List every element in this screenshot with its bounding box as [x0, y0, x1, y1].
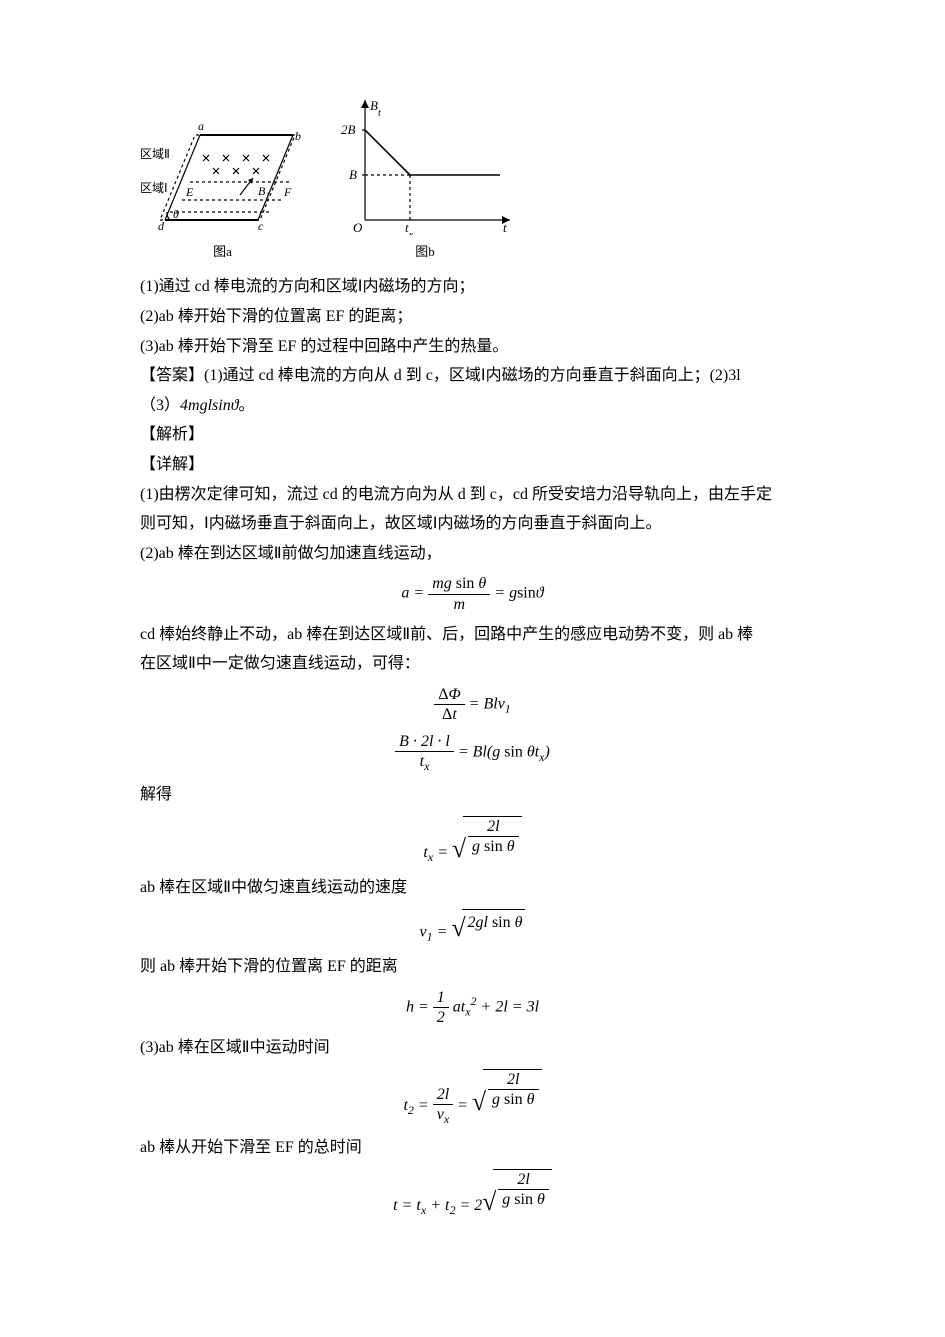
figure-a-caption: 图a	[140, 242, 305, 263]
eq-phi: ΔΦΔt = Blv1	[140, 685, 805, 724]
figure-b-svg: Bt 2B B O tx t	[335, 100, 515, 235]
answer-3-suffix: 。	[239, 397, 255, 414]
answer-3-prefix: （3）	[140, 397, 180, 414]
svg-text:t: t	[503, 220, 507, 235]
eq-h: h = 12 atx2 + 2l = 3l	[140, 988, 805, 1027]
figures-row: 区域Ⅱ 区域Ⅰ a b d c E F B₁ θ 图a	[140, 100, 805, 262]
detail-2: (2)ab 棒在到达区域Ⅱ前做匀加速直线运动，	[140, 541, 805, 567]
svg-text:B₁: B₁	[258, 184, 270, 198]
detail-3a: cd 棒始终静止不动，ab 棒在到达区域Ⅱ前、后，回路中产生的感应电动势不变，则…	[140, 622, 805, 648]
svg-text:区域Ⅰ: 区域Ⅰ	[140, 181, 168, 195]
figure-a-container: 区域Ⅱ 区域Ⅰ a b d c E F B₁ θ 图a	[140, 100, 305, 262]
svg-text:b: b	[295, 129, 301, 143]
jiede: 解得	[140, 782, 805, 808]
question-2: (2)ab 棒开始下滑的位置离 EF 的距离；	[140, 304, 805, 330]
detail-1a: (1)由楞次定律可知，流过 cd 的电流方向为从 d 到 c，cd 所受安培力沿…	[140, 482, 805, 508]
detail-6: (3)ab 棒在区域Ⅱ中运动时间	[140, 1035, 805, 1061]
svg-text:区域Ⅱ: 区域Ⅱ	[140, 147, 170, 161]
detail-1b: 则可知，Ⅰ内磁场垂直于斜面向上，故区域Ⅰ内磁场的方向垂直于斜面向上。	[140, 511, 805, 537]
svg-text:F: F	[283, 185, 292, 199]
svg-text:E: E	[185, 185, 194, 199]
figure-b-caption: 图b	[335, 242, 515, 263]
question-3: (3)ab 棒开始下滑至 EF 的过程中回路中产生的热量。	[140, 334, 805, 360]
answer-line-1: 【答案】(1)通过 cd 棒电流的方向从 d 到 c，区域Ⅰ内磁场的方向垂直于斜…	[140, 363, 805, 389]
svg-text:tx: tx	[405, 220, 414, 235]
svg-text:a: a	[198, 119, 204, 133]
xiangjie-head: 【详解】	[140, 452, 805, 478]
eq-t2: t2 = 2lvx = √2lg sin θ	[140, 1069, 805, 1127]
figure-a-svg: 区域Ⅱ 区域Ⅰ a b d c E F B₁ θ	[140, 100, 305, 235]
svg-text:B: B	[349, 167, 357, 182]
eq-v1: v1 = √2gl sin θ	[140, 909, 805, 947]
detail-5: 则 ab 棒开始下滑的位置离 EF 的距离	[140, 954, 805, 980]
eq-tx: tx = √2lg sin θ	[140, 816, 805, 867]
svg-text:c: c	[258, 219, 264, 233]
eq-t: t = tx + t2 = 2√2lg sin θ	[140, 1169, 805, 1220]
detail-3b: 在区域Ⅱ中一定做匀速直线运动，可得：	[140, 651, 805, 677]
figure-b-container: Bt 2B B O tx t 图b	[335, 100, 515, 262]
svg-text:d: d	[158, 219, 165, 233]
question-1: (1)通过 cd 棒电流的方向和区域Ⅰ内磁场的方向；	[140, 274, 805, 300]
answer-text-1: (1)通过 cd 棒电流的方向从 d 到 c，区域Ⅰ内磁场的方向垂直于斜面向上；…	[204, 367, 741, 384]
jiexi-head: 【解析】	[140, 422, 805, 448]
answer-head: 【答案】	[140, 367, 204, 384]
svg-text:2B: 2B	[341, 122, 356, 137]
answer-line-2: （3）4mglsinϑ。	[140, 393, 805, 419]
eq-a: a = mg sin θm = gsinϑ	[140, 574, 805, 613]
svg-text:Bt: Bt	[370, 100, 381, 119]
svg-text:O: O	[353, 220, 363, 235]
detail-4: ab 棒在区域Ⅱ中做匀速直线运动的速度	[140, 875, 805, 901]
detail-7: ab 棒从开始下滑至 EF 的总时间	[140, 1135, 805, 1161]
answer-3-expr: 4mglsinϑ	[180, 397, 239, 414]
svg-text:θ: θ	[173, 207, 179, 221]
eq-b: B · 2l · ltx = Bl(g sin θtx)	[140, 732, 805, 774]
